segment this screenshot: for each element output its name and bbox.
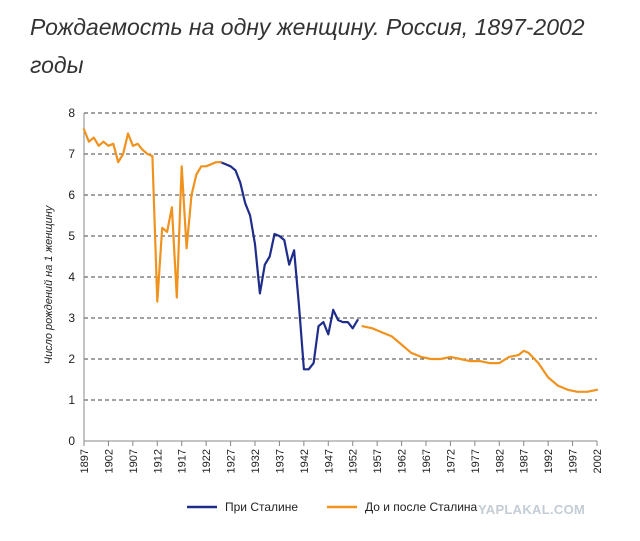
- x-tick-label: 1977: [470, 449, 482, 473]
- watermark: YAPLAKAL.COM: [478, 502, 586, 517]
- x-tick-label: 1967: [421, 449, 433, 473]
- y-tick-label: 0: [68, 434, 75, 448]
- legend-label: До и после Сталина: [365, 500, 478, 514]
- x-tick-label: 1937: [274, 449, 286, 473]
- x-tick-label: 1997: [568, 449, 580, 473]
- x-tick-label: 1932: [250, 449, 262, 473]
- x-tick-label: 2002: [592, 449, 604, 473]
- x-tick-label: 1917: [177, 449, 189, 473]
- series-line-0-segment-0: [219, 161, 359, 371]
- x-tick-label: 1952: [348, 449, 360, 473]
- series-line-1-segment-1: [361, 325, 599, 393]
- x-tick-label: 1992: [543, 449, 555, 473]
- legend-label: При Сталине: [225, 500, 298, 514]
- y-tick-label: 1: [68, 393, 75, 407]
- y-tick-label: 5: [68, 229, 75, 243]
- y-tick-label: 8: [68, 106, 75, 120]
- x-tick-label: 1922: [201, 449, 213, 473]
- series-line-1-segment-0: [82, 128, 222, 303]
- x-tick-label: 1897: [79, 449, 91, 473]
- x-tick-label: 1947: [323, 449, 335, 473]
- y-axis-label: Число рождений на 1 женщину: [43, 204, 55, 364]
- y-tick-label: 3: [68, 311, 75, 325]
- x-tick-label: 1987: [519, 449, 531, 473]
- x-tick-label: 1982: [494, 449, 506, 473]
- y-tick-label: 7: [68, 147, 75, 161]
- x-tick-label: 1907: [128, 449, 140, 473]
- page-title: Рождаемость на одну женщину. Россия, 189…: [30, 14, 585, 78]
- y-tick-label: 2: [68, 352, 75, 366]
- x-tick-label: 1972: [445, 449, 457, 473]
- x-tick-label: 1942: [299, 449, 311, 473]
- x-tick-label: 1902: [103, 449, 115, 473]
- x-tick-label: 1912: [152, 449, 164, 473]
- x-tick-label: 1957: [372, 449, 384, 473]
- y-tick-label: 4: [68, 270, 75, 284]
- x-tick-label: 1927: [226, 449, 238, 473]
- x-tick-label: 1962: [397, 449, 409, 473]
- y-tick-label: 6: [68, 188, 75, 202]
